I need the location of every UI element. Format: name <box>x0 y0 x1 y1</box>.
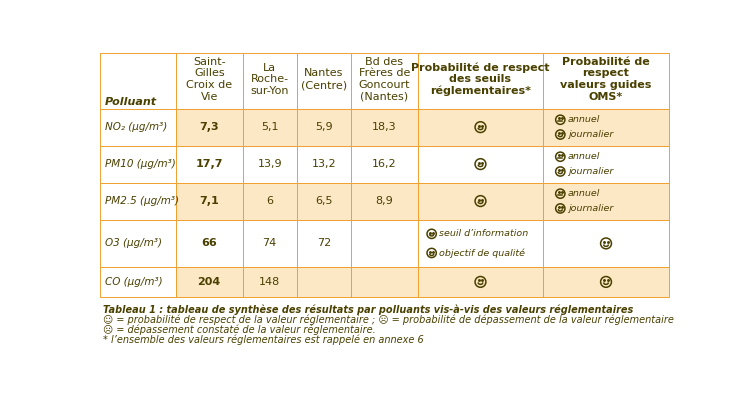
Text: 5,9: 5,9 <box>315 122 333 132</box>
Bar <box>100 183 176 220</box>
Bar <box>418 267 543 296</box>
Text: 66: 66 <box>201 239 217 248</box>
Text: journalier: journalier <box>568 204 614 213</box>
Bar <box>100 146 176 183</box>
Bar <box>297 183 351 220</box>
Bar <box>297 146 351 183</box>
Text: * l’ensemble des valeurs réglementaires est rappelé en annexe 6: * l’ensemble des valeurs réglementaires … <box>103 334 424 345</box>
Text: La
Roche-
sur-Yon: La Roche- sur-Yon <box>251 63 289 96</box>
Text: seuil d’information: seuil d’information <box>440 229 529 239</box>
Bar <box>242 146 297 183</box>
Bar <box>543 183 669 220</box>
Text: 204: 204 <box>197 277 220 287</box>
Text: 7,3: 7,3 <box>200 122 219 132</box>
Bar <box>351 109 418 146</box>
Text: 148: 148 <box>259 277 280 287</box>
Bar <box>242 109 297 146</box>
Bar <box>176 220 242 267</box>
Text: PM2.5 (μg/m³): PM2.5 (μg/m³) <box>104 196 178 206</box>
Text: 16,2: 16,2 <box>372 159 397 169</box>
Bar <box>176 53 242 109</box>
Text: NO₂ (μg/m³): NO₂ (μg/m³) <box>104 122 166 132</box>
Text: journalier: journalier <box>568 167 614 176</box>
Text: Probabilité de respect
des seuils
réglementaires*: Probabilité de respect des seuils réglem… <box>411 62 550 96</box>
Bar <box>351 220 418 267</box>
Bar <box>297 109 351 146</box>
Text: 72: 72 <box>316 239 331 248</box>
Bar <box>100 220 176 267</box>
Text: 17,7: 17,7 <box>196 159 223 169</box>
Bar <box>297 267 351 296</box>
Bar <box>418 53 543 109</box>
Text: Saint-
Gilles
Croix de
Vie: Saint- Gilles Croix de Vie <box>186 57 232 102</box>
Text: 13,9: 13,9 <box>257 159 282 169</box>
Bar <box>543 53 669 109</box>
Text: Polluant: Polluant <box>104 97 157 107</box>
Bar <box>418 109 543 146</box>
Bar <box>100 53 176 109</box>
Text: 74: 74 <box>262 239 277 248</box>
Bar <box>543 146 669 183</box>
Bar <box>418 220 543 267</box>
Bar <box>351 53 418 109</box>
Text: 18,3: 18,3 <box>372 122 397 132</box>
Bar <box>543 267 669 296</box>
Bar <box>176 267 242 296</box>
Text: 7,1: 7,1 <box>200 196 219 206</box>
Bar <box>176 109 242 146</box>
Bar <box>100 109 176 146</box>
Bar <box>176 183 242 220</box>
Text: ☹ = dépassement constaté de la valeur réglementaire.: ☹ = dépassement constaté de la valeur ré… <box>103 324 376 335</box>
Bar <box>297 53 351 109</box>
Bar <box>543 220 669 267</box>
Text: CO (μg/m³): CO (μg/m³) <box>104 277 162 287</box>
Text: 8,9: 8,9 <box>376 196 393 206</box>
Bar <box>351 146 418 183</box>
Bar <box>543 109 669 146</box>
Text: objectif de qualité: objectif de qualité <box>440 248 526 258</box>
Text: ☺ = probabilité de respect de la valeur réglementaire ; ☹ = probabilité de dépas: ☺ = probabilité de respect de la valeur … <box>103 314 674 325</box>
Text: PM10 (μg/m³): PM10 (μg/m³) <box>104 159 176 169</box>
Text: Nantes
(Centre): Nantes (Centre) <box>301 68 347 90</box>
Bar <box>242 53 297 109</box>
Bar <box>351 183 418 220</box>
Text: annuel: annuel <box>568 115 601 124</box>
Text: O3 (μg/m³): O3 (μg/m³) <box>104 239 161 248</box>
Bar <box>242 267 297 296</box>
Bar <box>297 220 351 267</box>
Text: Probabilité de
respect
valeurs guides
OMS*: Probabilité de respect valeurs guides OM… <box>560 57 652 102</box>
Text: 13,2: 13,2 <box>311 159 336 169</box>
Text: 6,5: 6,5 <box>315 196 333 206</box>
Bar <box>351 267 418 296</box>
Text: annuel: annuel <box>568 189 601 198</box>
Text: journalier: journalier <box>568 130 614 139</box>
Text: Bd des
Frères de
Goncourt
(Nantes): Bd des Frères de Goncourt (Nantes) <box>358 57 410 102</box>
Text: annuel: annuel <box>568 152 601 161</box>
Bar <box>176 146 242 183</box>
Text: 6: 6 <box>266 196 273 206</box>
Text: Tableau 1 : tableau de synthèse des résultats par polluants vis-à-vis des valeur: Tableau 1 : tableau de synthèse des résu… <box>103 304 633 315</box>
Bar <box>100 267 176 296</box>
Bar <box>418 183 543 220</box>
Bar <box>242 220 297 267</box>
Bar <box>418 146 543 183</box>
Text: 5,1: 5,1 <box>261 122 278 132</box>
Bar <box>242 183 297 220</box>
